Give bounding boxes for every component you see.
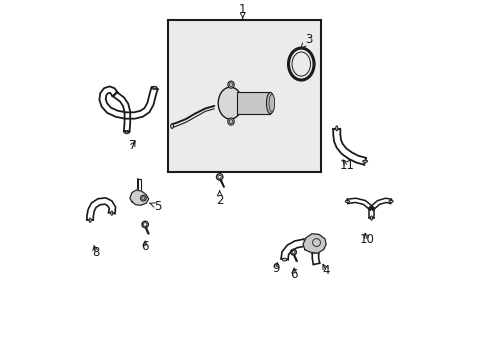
Ellipse shape	[153, 87, 156, 89]
Text: 6: 6	[290, 267, 297, 281]
Ellipse shape	[218, 87, 242, 119]
Bar	[236, 93, 270, 114]
Text: 3: 3	[301, 33, 312, 48]
Ellipse shape	[170, 124, 173, 128]
Text: 8: 8	[92, 246, 99, 258]
Polygon shape	[130, 190, 148, 205]
Text: 4: 4	[322, 264, 329, 277]
Ellipse shape	[229, 120, 232, 123]
Text: 9: 9	[271, 262, 279, 275]
Ellipse shape	[227, 81, 234, 88]
Ellipse shape	[362, 160, 367, 162]
Ellipse shape	[268, 94, 274, 112]
Ellipse shape	[89, 218, 91, 222]
Ellipse shape	[370, 216, 372, 220]
Ellipse shape	[110, 211, 113, 215]
Text: 2: 2	[216, 191, 223, 207]
Text: 7: 7	[129, 139, 136, 152]
Ellipse shape	[388, 200, 392, 202]
Ellipse shape	[335, 126, 337, 131]
Ellipse shape	[282, 258, 286, 261]
Bar	[168, 20, 320, 172]
Text: 1: 1	[239, 3, 246, 18]
Text: 6: 6	[141, 240, 148, 253]
Text: 5: 5	[149, 199, 161, 212]
Polygon shape	[303, 234, 325, 253]
Text: 10: 10	[359, 233, 374, 246]
Ellipse shape	[227, 118, 234, 125]
Ellipse shape	[266, 93, 274, 114]
Ellipse shape	[229, 83, 232, 87]
Ellipse shape	[125, 131, 128, 133]
Text: 11: 11	[339, 159, 354, 172]
Ellipse shape	[345, 200, 349, 202]
